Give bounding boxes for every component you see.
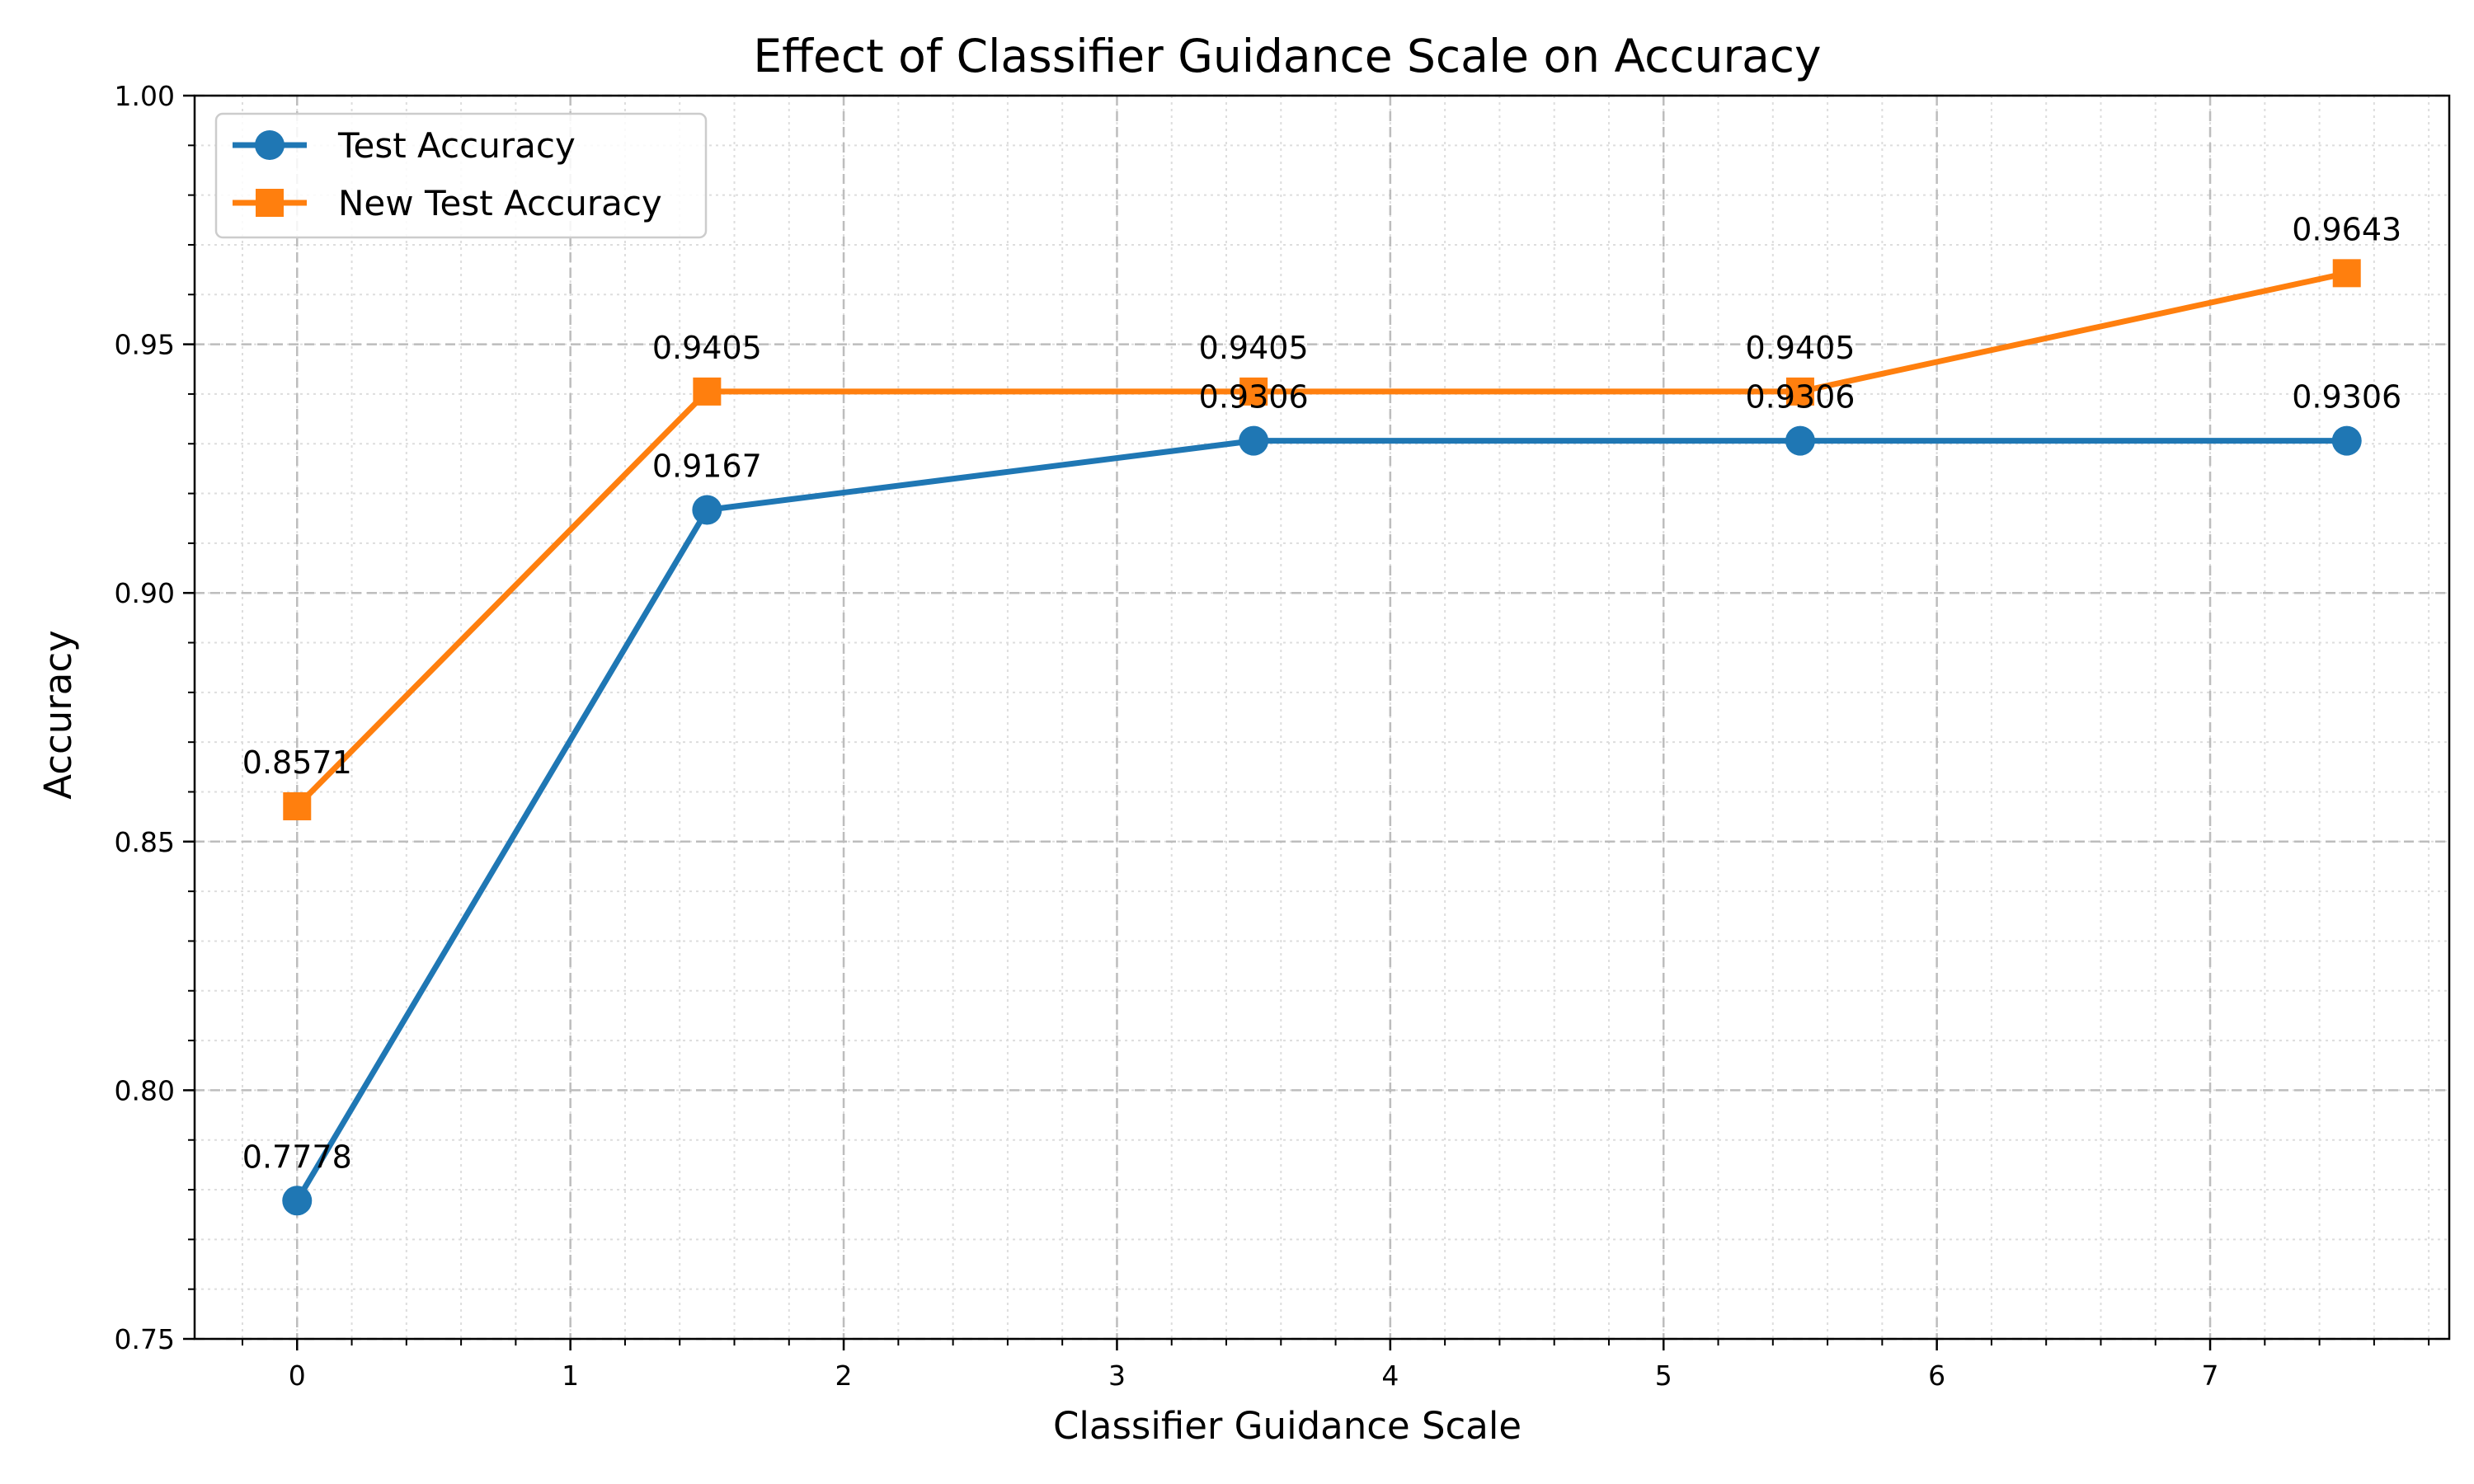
data-label: 0.9167 (652, 448, 762, 484)
data-point (2331, 425, 2362, 456)
y-tick-label: 0.90 (115, 577, 175, 609)
x-tick-label: 2 (835, 1360, 853, 1392)
plot-frame (193, 94, 2451, 1341)
data-label: 0.9306 (1745, 379, 1855, 416)
data-point (1239, 425, 1269, 456)
data-point (1239, 377, 1268, 406)
data-series (282, 259, 2362, 1216)
data-label: 0.9306 (2292, 379, 2401, 416)
grid (195, 94, 2449, 1341)
data-label: 0.8571 (242, 744, 352, 781)
x-tick-label: 6 (1928, 1360, 1945, 1392)
y-tick-label: 0.95 (115, 329, 175, 361)
legend-marker (256, 189, 284, 217)
legend-box (214, 112, 708, 239)
y-tick-label: 1.00 (115, 80, 175, 112)
y-tick-label: 0.75 (115, 1323, 175, 1355)
x-tick-label: 4 (1381, 1360, 1399, 1392)
y-axis-label: Accuracy (36, 630, 80, 799)
y-tick-label: 0.80 (115, 1074, 175, 1106)
x-tick-label: 0 (289, 1360, 306, 1392)
y-tick-label: 0.85 (115, 826, 175, 858)
x-tick-label: 7 (2202, 1360, 2219, 1392)
data-label: 0.9405 (1199, 330, 1309, 366)
axes: 0 1 2 3 4 5 6 7 0.75 0.80 0.85 0.90 0.95 1.00 (115, 80, 2451, 1392)
data-labels: 0.7778 0.9167 0.9306 0.9306 0.9306 0.8571 0.94… (242, 211, 2401, 1175)
data-label: 0.7778 (242, 1139, 352, 1175)
legend-marker (255, 130, 285, 160)
legend-label: Test Accuracy (337, 125, 576, 166)
x-tick-label: 5 (1655, 1360, 1672, 1392)
data-point (282, 1186, 313, 1216)
legend: Test Accuracy New Test Accuracy (214, 112, 708, 239)
data-label: 0.9643 (2292, 211, 2401, 247)
x-tick-label: 3 (1108, 1360, 1126, 1392)
data-label: 0.9306 (1199, 379, 1309, 416)
x-tick-label: 1 (562, 1360, 579, 1392)
data-point (283, 791, 312, 820)
data-point (692, 495, 722, 525)
data-point (2332, 259, 2361, 288)
data-point (693, 377, 722, 406)
data-point (1785, 425, 1815, 456)
data-point (1785, 377, 1814, 406)
legend-label: New Test Accuracy (338, 183, 662, 223)
data-label: 0.9405 (1745, 330, 1855, 366)
x-axis-label: Classifier Guidance Scale (1053, 1404, 1522, 1448)
chart-title: Effect of Classifier Guidance Scale on A… (753, 30, 1821, 82)
data-label: 0.9405 (652, 330, 762, 366)
